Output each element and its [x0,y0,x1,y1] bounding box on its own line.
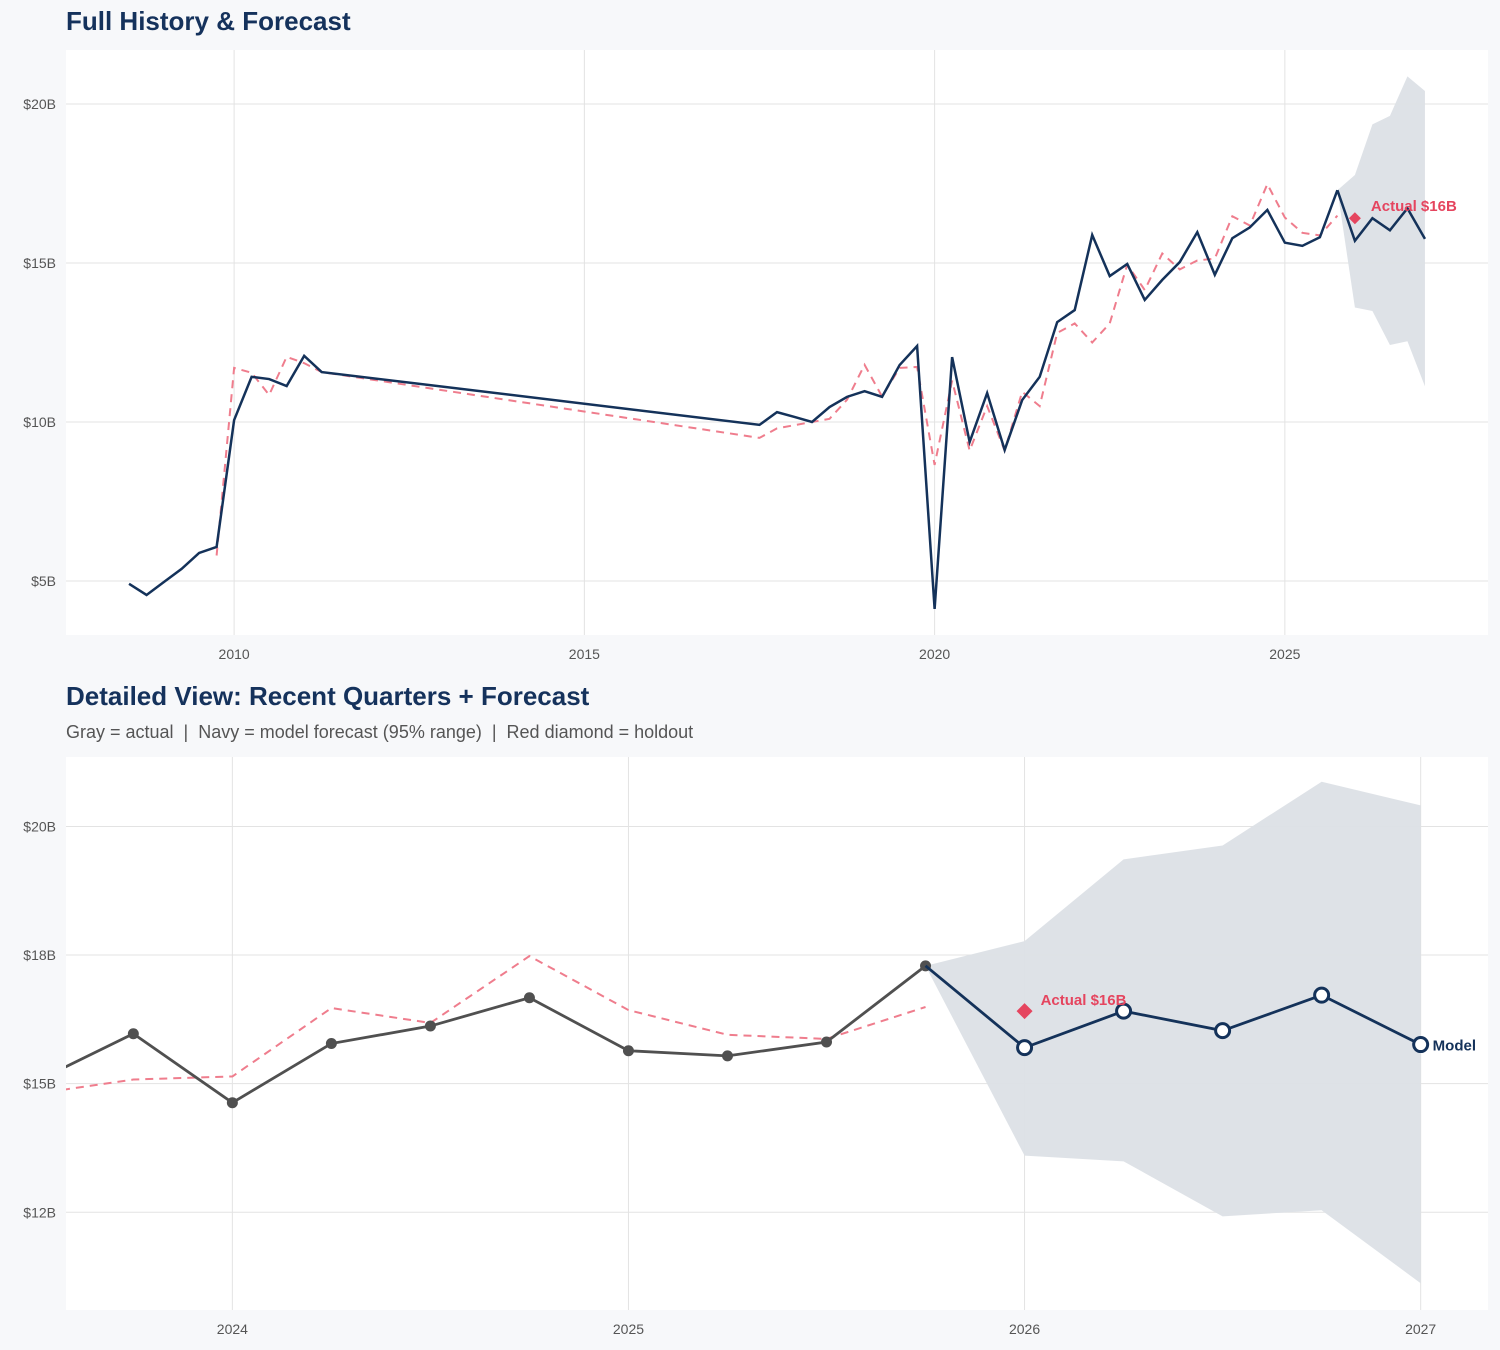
actual-point [325,1038,337,1050]
y-tick-label: $18B [23,947,56,963]
forecast-point [1115,1002,1133,1020]
chart-subtitle: Gray = actual | Navy = model forecast (9… [66,722,694,742]
holdout-label: Actual $16B [1371,198,1457,215]
x-tick-label: 2015 [569,646,600,662]
actual-point [127,1028,139,1040]
x-tick-label: 2010 [219,646,250,662]
x-tick-label: 2027 [1405,1321,1436,1337]
chart-title-detailed-view: Detailed View: Recent Quarters + Forecas… [66,681,590,711]
x-tick-label: 2020 [919,646,950,662]
y-tick-label: $20B [23,96,56,112]
full-history-chart: $5B $10B $15B $20B 2010 2015 2020 2025 Actual $1… [23,50,1488,662]
forecast-line [924,964,1422,1050]
actual-line [128,189,1339,610]
fitted-dashed-line [215,181,1339,556]
y-tick-label: $10B [23,414,56,430]
fitted-dashed-line [66,954,926,1091]
forecast-point [1412,1036,1430,1054]
x-tick-label: 2024 [217,1321,248,1337]
forecast-point [1214,1022,1232,1040]
forecast-95-band [1337,76,1425,387]
y-tick-label: $15B [23,1076,56,1092]
holdout-diamond [1348,212,1361,225]
holdout-label: Actual $16B [1041,992,1127,1009]
y-tick-label: $5B [31,573,56,589]
y-tick-label: $12B [23,1204,56,1220]
x-tick-label: 2025 [1269,646,1300,662]
x-tick-label: 2025 [613,1321,644,1337]
actual-point [523,992,535,1004]
forecast-point [1313,986,1331,1004]
plot-content [66,781,1430,1284]
holdout-diamond [1016,1003,1033,1020]
actual-point [424,1020,436,1032]
forecast-point [1016,1039,1034,1057]
chart-title-full-history: Full History & Forecast [66,6,351,36]
actual-point [622,1045,634,1057]
forecast-95-band [925,781,1421,1284]
actual-point [226,1097,238,1109]
plot-area [66,50,1488,635]
plot-content [128,76,1427,610]
actual-point [721,1050,733,1062]
actual-point [821,1036,833,1048]
forecast-line [1336,189,1427,244]
y-tick-label: $15B [23,255,56,271]
y-tick-label: $20B [23,818,56,834]
x-tick-label: 2026 [1009,1321,1040,1337]
model-label: Model [1433,1038,1476,1055]
actual-line [66,964,927,1105]
